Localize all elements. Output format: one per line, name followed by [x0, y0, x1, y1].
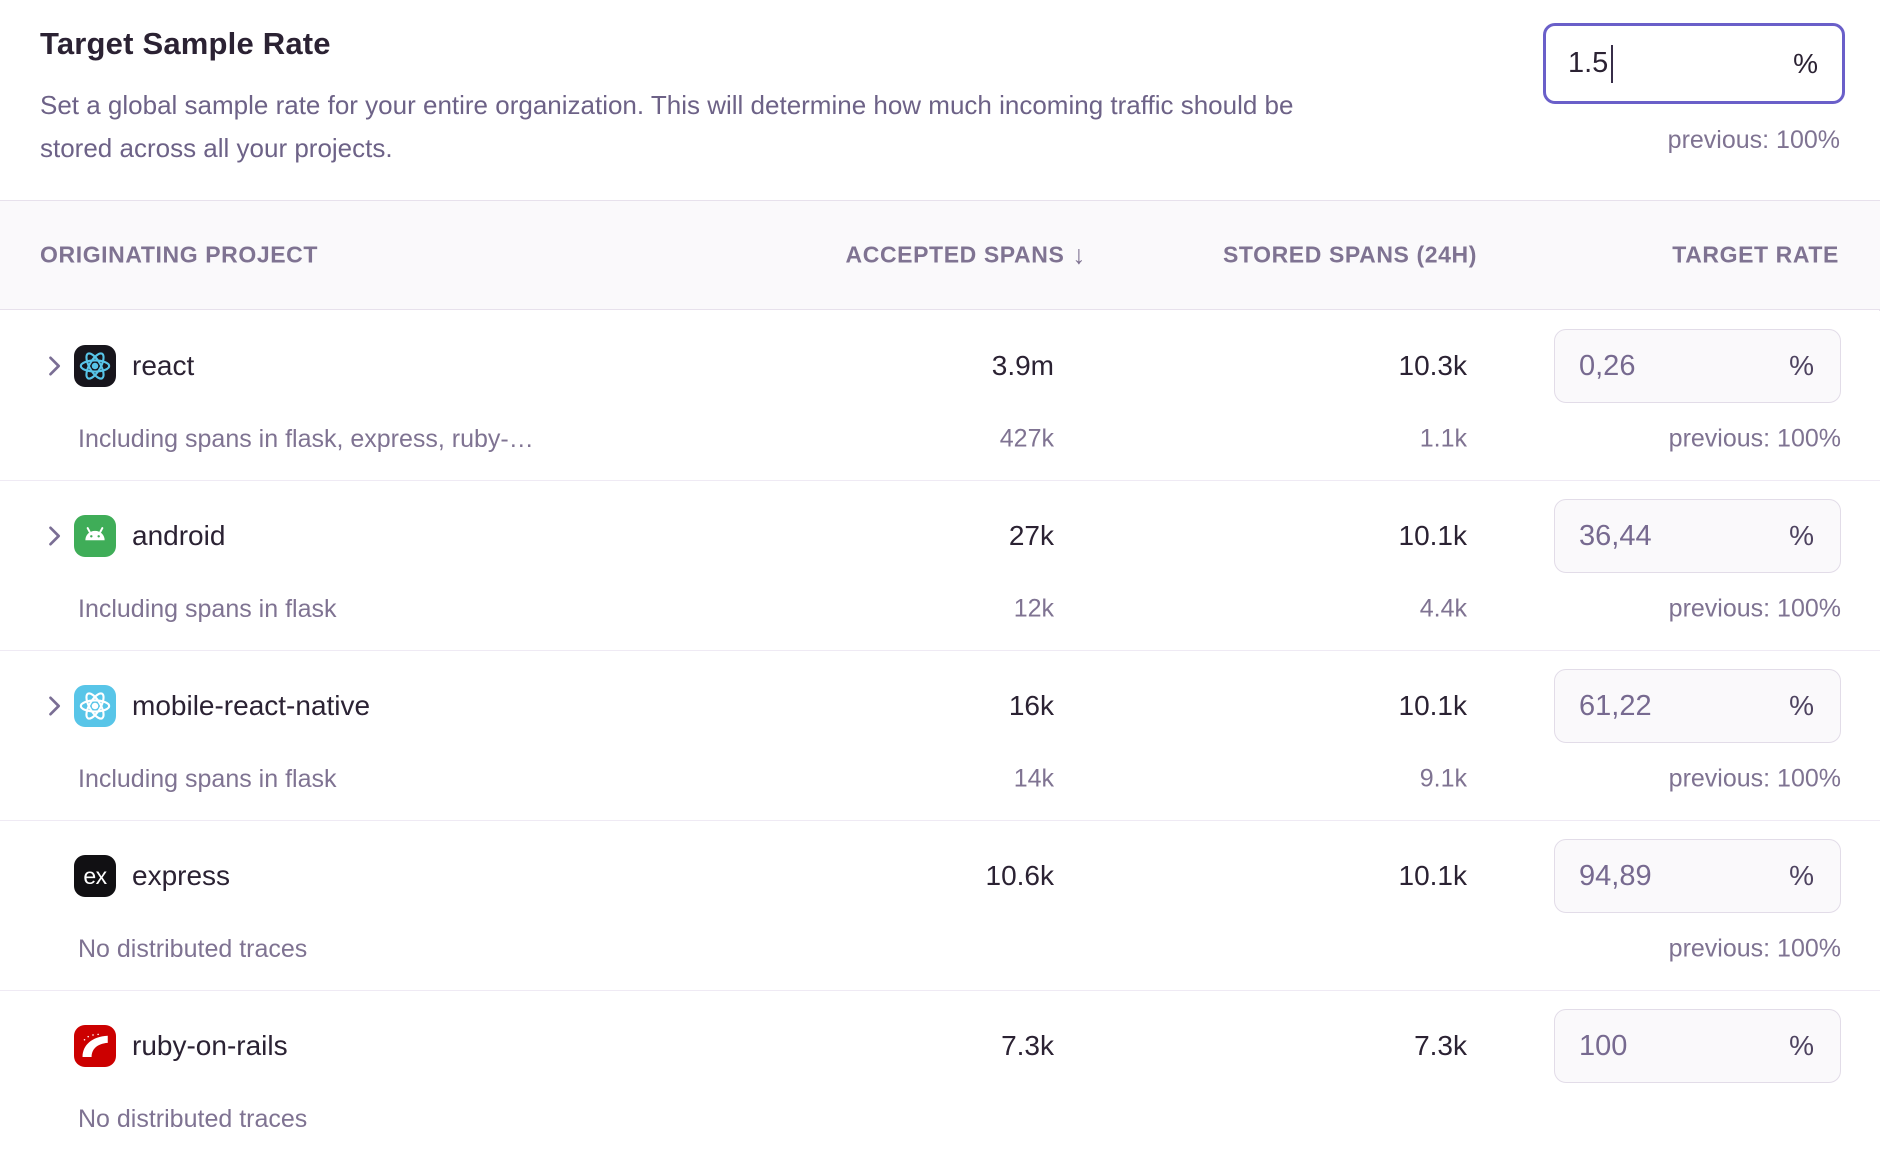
- project-name: mobile-react-native: [132, 690, 371, 721]
- percent-sign: %: [1789, 690, 1814, 721]
- sub-accepted-value: 14k: [1013, 764, 1054, 793]
- column-header-target-rate: TARGET RATE: [1672, 241, 1839, 268]
- percent-sign: %: [1789, 350, 1814, 381]
- distributed-traces-note: No distributed traces: [78, 1104, 308, 1133]
- table-header: ORIGINATING PROJECT ACCEPTED SPANS ↓ STO…: [0, 200, 1880, 310]
- sub-stored-value: 9.1k: [1419, 764, 1467, 793]
- percent-sign: %: [1789, 1030, 1814, 1061]
- sub-stored-value: 4.4k: [1419, 594, 1467, 623]
- stored-spans-value: 7.3k: [1414, 1030, 1467, 1061]
- previous-rate-label: previous: 100%: [1668, 764, 1841, 793]
- expand-chevron[interactable]: [40, 522, 74, 550]
- distributed-traces-note: Including spans in flask: [78, 594, 337, 623]
- project-table-rows: react 3.9m 10.3k 0,26 % Including spans …: [0, 311, 1880, 1161]
- accepted-spans-value: 7.3k: [1001, 1030, 1054, 1061]
- percent-sign: %: [1789, 520, 1814, 551]
- target-rate-input[interactable]: 94,89 %: [1554, 839, 1841, 913]
- sub-accepted-value: 12k: [1013, 594, 1054, 623]
- percent-sign: %: [1793, 47, 1818, 79]
- project-name: react: [132, 350, 195, 381]
- column-header-originating-project: ORIGINATING PROJECT: [40, 241, 319, 268]
- project-row-android: android 27k 10.1k 36,44 % Including span…: [0, 481, 1880, 651]
- sub-stored-value: 1.1k: [1419, 424, 1467, 453]
- global-sample-rate-input[interactable]: 1.5 %: [1543, 23, 1845, 104]
- stored-spans-value: 10.3k: [1398, 350, 1468, 381]
- react-native-project-icon: [74, 685, 116, 727]
- sort-descending-icon: ↓: [1072, 239, 1086, 270]
- page-title: Target Sample Rate: [40, 26, 331, 61]
- target-rate-input[interactable]: 61,22 %: [1554, 669, 1841, 743]
- project-row-mobile-react-native: mobile-react-native 16k 10.1k 61,22 % In…: [0, 651, 1880, 821]
- page-description: Set a global sample rate for your entire…: [40, 90, 1294, 163]
- project-name: express: [132, 860, 231, 891]
- rails-project-icon: [74, 1025, 116, 1067]
- accepted-spans-value: 10.6k: [985, 860, 1055, 891]
- target-rate-input[interactable]: 100 %: [1554, 1009, 1841, 1083]
- project-row-react: react 3.9m 10.3k 0,26 % Including spans …: [0, 311, 1880, 481]
- previous-rate-label: previous: 100%: [1668, 424, 1841, 453]
- target-rate-input[interactable]: 36,44 %: [1554, 499, 1841, 573]
- expand-chevron[interactable]: [40, 352, 74, 380]
- rate-value: 94,89: [1579, 859, 1652, 892]
- accepted-spans-value: 16k: [1008, 690, 1054, 721]
- accepted-spans-value: 3.9m: [991, 350, 1054, 381]
- accepted-spans-value: 27k: [1008, 520, 1054, 551]
- column-header-accepted-spans[interactable]: ACCEPTED SPANS ↓: [846, 240, 1086, 271]
- global-previous-rate-label: previous: 100%: [1667, 126, 1840, 154]
- column-header-stored-spans: STORED SPANS (24H): [1222, 241, 1477, 268]
- stored-spans-value: 10.1k: [1398, 520, 1468, 551]
- android-project-icon: [74, 515, 116, 557]
- expand-chevron[interactable]: [40, 692, 74, 720]
- project-row-ruby-on-rails: ruby-on-rails 7.3k 7.3k 100 % No distrib…: [0, 991, 1880, 1161]
- react-project-icon: [74, 345, 116, 387]
- sub-accepted-value: 427k: [999, 424, 1054, 453]
- stored-spans-value: 10.1k: [1398, 860, 1468, 891]
- text-cursor: [1611, 44, 1614, 83]
- distributed-traces-note: Including spans in flask: [78, 764, 337, 793]
- previous-rate-label: previous: 100%: [1668, 594, 1841, 623]
- distributed-traces-note: Including spans in flask, express, ruby-…: [78, 424, 534, 453]
- rate-value: 0,26: [1579, 349, 1636, 382]
- rate-value: 36,44: [1579, 519, 1652, 552]
- target-rate-input[interactable]: 0,26 %: [1554, 329, 1841, 403]
- project-row-express: ex express 10.6k 10.1k 94,89 % No distri…: [0, 821, 1880, 991]
- stored-spans-value: 10.1k: [1398, 690, 1468, 721]
- project-name: android: [132, 520, 226, 551]
- express-project-icon: ex: [74, 855, 116, 897]
- rate-value: 100: [1579, 1029, 1628, 1062]
- rate-value: 61,22: [1579, 689, 1652, 722]
- project-name: ruby-on-rails: [132, 1030, 288, 1061]
- global-rate-value: 1.5: [1568, 47, 1609, 79]
- distributed-traces-note: No distributed traces: [78, 934, 308, 963]
- previous-rate-label: previous: 100%: [1668, 934, 1841, 963]
- percent-sign: %: [1789, 860, 1814, 891]
- accepted-spans-label: ACCEPTED SPANS: [845, 241, 1065, 268]
